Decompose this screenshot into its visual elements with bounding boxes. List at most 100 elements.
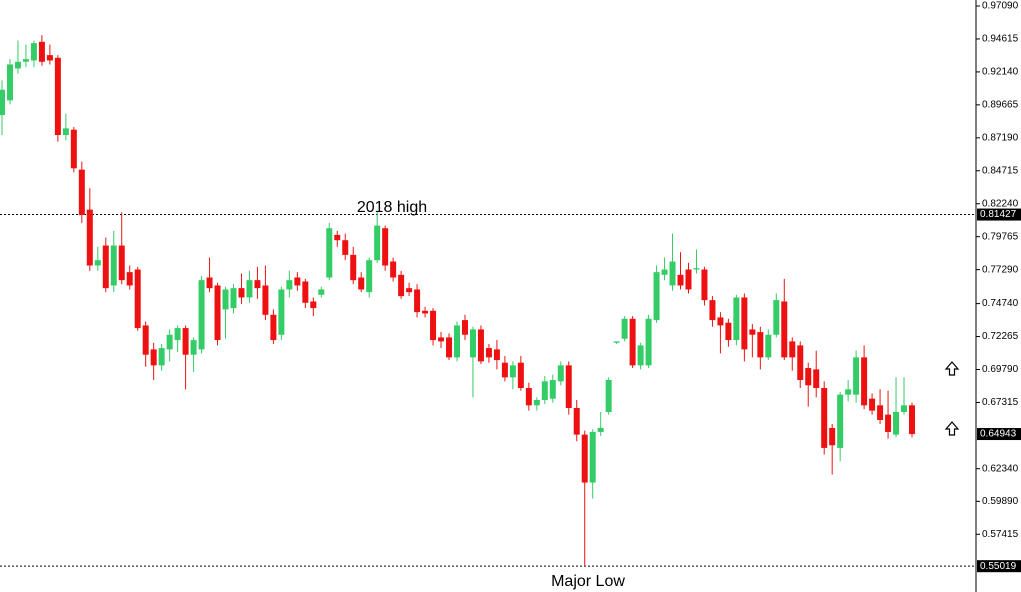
y-tick-label: 0.74740 bbox=[982, 298, 1019, 309]
candle-body bbox=[829, 427, 836, 446]
candle-body bbox=[286, 280, 293, 290]
level-label: 0.81427 bbox=[980, 209, 1017, 220]
y-tick-label: 0.94615 bbox=[982, 34, 1019, 45]
candle-body bbox=[134, 269, 141, 329]
candle-body bbox=[677, 274, 684, 286]
candle-body bbox=[206, 277, 213, 289]
candle-body bbox=[62, 128, 69, 136]
candle-body bbox=[861, 357, 868, 406]
candle-body bbox=[406, 288, 413, 293]
candle-body bbox=[430, 310, 437, 341]
y-tick-label: 0.87190 bbox=[982, 132, 1019, 143]
candle-body bbox=[86, 209, 93, 266]
y-tick-label: 0.82240 bbox=[982, 198, 1019, 209]
candle-body bbox=[78, 169, 85, 215]
candle-body bbox=[414, 289, 421, 313]
candle-body bbox=[446, 337, 453, 358]
candle-body bbox=[581, 434, 588, 483]
candle-body bbox=[725, 322, 732, 341]
candle-body bbox=[30, 43, 37, 61]
candle-body bbox=[158, 348, 165, 366]
candle-body bbox=[797, 345, 804, 381]
candle-body bbox=[845, 389, 852, 395]
candle-body bbox=[653, 272, 660, 321]
y-tick-label: 0.59890 bbox=[982, 496, 1019, 507]
candle-body bbox=[557, 365, 564, 382]
y-tick-label: 0.97090 bbox=[982, 1, 1019, 12]
candle-body bbox=[613, 341, 620, 343]
y-tick-label: 0.79765 bbox=[982, 231, 1019, 242]
candle-body bbox=[597, 427, 604, 432]
candle-body bbox=[749, 329, 756, 335]
y-tick-label: 0.92140 bbox=[982, 67, 1019, 78]
candle-body bbox=[262, 285, 269, 315]
annotation: 2018 high bbox=[357, 199, 427, 216]
candle-body bbox=[805, 368, 812, 386]
candle-body bbox=[422, 310, 429, 314]
candle-body bbox=[621, 318, 628, 339]
candle-body bbox=[909, 405, 915, 435]
candle-body bbox=[0, 89, 5, 116]
candle-body bbox=[14, 61, 21, 69]
y-tick-label: 0.69790 bbox=[982, 364, 1019, 375]
candle-body bbox=[374, 225, 381, 261]
candle-body bbox=[717, 317, 724, 326]
candle-body bbox=[54, 57, 61, 136]
candle-body bbox=[318, 289, 325, 295]
candle-body bbox=[326, 228, 333, 278]
candle-body bbox=[501, 362, 508, 378]
candle-body bbox=[525, 388, 532, 406]
candle-body bbox=[382, 228, 389, 266]
candle-body bbox=[150, 349, 157, 366]
candle-body bbox=[246, 280, 253, 298]
candle-body bbox=[110, 245, 117, 286]
candle-body bbox=[390, 261, 397, 278]
candle-body bbox=[278, 289, 285, 335]
candle-body bbox=[661, 269, 668, 275]
candle-body bbox=[669, 261, 676, 286]
candle-body bbox=[549, 380, 556, 399]
candle-body bbox=[493, 349, 500, 361]
candle-body bbox=[589, 431, 596, 483]
candle-body bbox=[22, 59, 29, 62]
candle-body bbox=[469, 329, 476, 358]
candle-body bbox=[230, 288, 237, 309]
candle-body bbox=[709, 300, 716, 321]
candle-body bbox=[46, 55, 53, 61]
y-tick-label: 0.72265 bbox=[982, 331, 1019, 342]
candle-body bbox=[685, 269, 692, 290]
candle-body bbox=[701, 269, 708, 301]
candle-body bbox=[565, 365, 572, 408]
candle-body bbox=[70, 129, 77, 169]
candle-body bbox=[366, 260, 373, 293]
candle-body bbox=[733, 297, 740, 341]
candle-body bbox=[893, 411, 900, 435]
y-tick-label: 0.77290 bbox=[982, 264, 1019, 275]
candle-body bbox=[533, 399, 540, 406]
level-box bbox=[977, 208, 1021, 221]
y-tick-label: 0.62340 bbox=[982, 463, 1019, 474]
candle-body bbox=[198, 280, 205, 350]
candle-body bbox=[118, 245, 125, 281]
candle-body bbox=[166, 334, 173, 350]
candle-body bbox=[645, 318, 652, 366]
candle-body bbox=[877, 405, 884, 420]
candle-body bbox=[757, 332, 764, 358]
candle-body bbox=[869, 398, 876, 411]
y-tick-label: 0.84715 bbox=[982, 165, 1019, 176]
candle-body bbox=[350, 254, 357, 281]
candle-body bbox=[765, 334, 772, 358]
candle-body bbox=[461, 320, 468, 335]
y-tick-label: 0.89665 bbox=[982, 99, 1019, 110]
candle-body bbox=[781, 301, 788, 358]
level-label: 0.55019 bbox=[980, 561, 1017, 572]
candle-body bbox=[142, 325, 149, 355]
candle-body bbox=[6, 64, 13, 101]
candle-body bbox=[454, 325, 460, 358]
candle-body bbox=[182, 328, 189, 355]
level-box bbox=[977, 428, 1021, 441]
candle-body bbox=[94, 260, 101, 266]
candle-body bbox=[358, 277, 365, 290]
candle-body bbox=[270, 314, 277, 341]
